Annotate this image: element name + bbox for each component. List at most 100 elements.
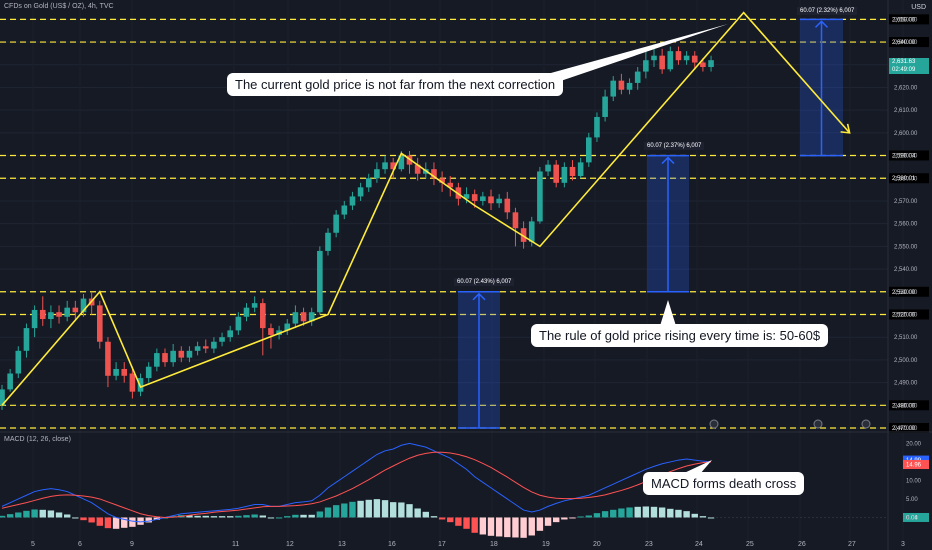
macd-histogram-bar — [398, 502, 405, 518]
candle-body — [211, 341, 217, 349]
candle-body — [15, 350, 22, 374]
macd-histogram-bar — [520, 517, 527, 538]
macd-histogram-bar — [544, 517, 552, 526]
time-tick-label: 19 — [542, 541, 550, 548]
level-label: 2,480.00 — [892, 403, 916, 409]
macd-histogram-bar — [585, 515, 592, 518]
candle-body — [618, 80, 625, 90]
currency-label[interactable]: USD — [911, 4, 926, 11]
macd-histogram-bar — [349, 501, 356, 518]
candle-body — [227, 330, 233, 338]
candle-body — [268, 328, 274, 335]
macd-histogram-bar — [561, 517, 568, 520]
zigzag-line — [1, 11, 851, 406]
macd-histogram-bar — [332, 505, 340, 518]
candle-body — [708, 60, 714, 68]
macd-histogram-bar — [455, 517, 462, 526]
macd-histogram-bar — [438, 517, 446, 520]
macd-pane: 14.9914.960.04 — [0, 442, 929, 538]
macd-histogram-bar — [308, 514, 315, 518]
price-tick-label: 2,520.00 — [894, 312, 918, 318]
macd-histogram-bar — [145, 517, 152, 523]
price-tick-label: 2,570.00 — [894, 199, 918, 205]
price-tick-label: 2,620.00 — [894, 85, 918, 91]
measure-arrow — [661, 156, 675, 292]
macd-histogram-bar — [72, 517, 79, 519]
macd-histogram-bar — [699, 516, 707, 518]
time-tick-label: 27 — [848, 541, 856, 548]
candle-body — [48, 312, 54, 320]
level-tag — [889, 423, 929, 433]
macd-histogram-bar — [23, 510, 30, 518]
macd-histogram-bar — [112, 517, 120, 529]
candle-body — [382, 162, 388, 170]
candle-body — [251, 303, 258, 308]
macd-histogram-bar — [121, 517, 128, 528]
macd-value-tag — [903, 460, 929, 470]
macd-histogram-bar — [55, 512, 63, 518]
candle-body — [7, 373, 13, 390]
candle-body — [480, 196, 486, 201]
macd-histogram-bar — [650, 506, 658, 518]
measure-label-2: 60.07 (2.37%) 6,007 — [644, 142, 705, 150]
level-tag — [889, 150, 929, 161]
macd-value-tag — [903, 512, 929, 522]
macd-histogram-bar — [341, 503, 348, 518]
time-tick-label: 26 — [798, 541, 806, 548]
macd-histogram-bar — [642, 506, 650, 518]
macd-histogram-bar — [471, 517, 478, 533]
candle-body — [431, 169, 437, 179]
annotation-current-price: The current gold price is not far from t… — [227, 73, 564, 96]
macd-histogram-bar — [210, 516, 218, 518]
macd-histogram-bar — [31, 509, 38, 518]
macd-histogram-bar — [463, 517, 470, 529]
level-tag — [889, 14, 929, 25]
candle-body — [586, 137, 592, 163]
macd-histogram-bar — [601, 511, 609, 518]
macd-histogram-bar — [406, 504, 413, 518]
level-tag — [889, 400, 929, 411]
candle-body — [178, 350, 185, 358]
candle-body — [186, 350, 193, 358]
level-label: 2,650.00 — [892, 17, 916, 23]
macd-histogram-bar — [479, 517, 487, 535]
macd-histogram-bar — [267, 517, 275, 519]
candle-body — [145, 366, 152, 379]
level-tag — [889, 173, 929, 184]
candle-body — [0, 389, 5, 406]
macd-histogram-bar — [504, 517, 511, 538]
candle-body — [194, 346, 201, 351]
candle-body — [202, 346, 209, 349]
measure-arrow — [472, 292, 486, 428]
macd-histogram-bar — [610, 509, 617, 518]
zigzag-arrowhead — [840, 123, 851, 134]
macd-histogram-bar — [626, 507, 633, 518]
measure-tools — [458, 18, 843, 429]
macd-value: 14.96 — [906, 463, 922, 469]
candle-body — [243, 307, 250, 317]
macd-histogram-bar — [275, 517, 283, 519]
macd-histogram-bar — [414, 508, 421, 518]
candle-body — [683, 55, 690, 61]
macd-histogram-bar — [422, 511, 429, 518]
macd-histogram-bar — [381, 500, 389, 518]
macd-histogram-bar — [15, 512, 22, 518]
macd-histogram-bar — [88, 517, 95, 523]
candle-body — [80, 298, 87, 313]
candle-body — [577, 162, 584, 176]
macd-histogram-bar — [528, 517, 535, 536]
candle-body — [569, 166, 576, 176]
macd-histogram-bar — [675, 509, 682, 518]
candle-body — [374, 169, 380, 179]
candle-body — [504, 198, 511, 213]
price-tick-label: 2,560.00 — [894, 222, 918, 228]
candle-body — [537, 171, 543, 222]
candle-body — [463, 194, 470, 199]
measure-label-1: 60.07 (2.43%) 6,007 — [454, 278, 515, 286]
candle-body — [512, 212, 519, 229]
candle-body — [97, 305, 103, 342]
event-marker — [813, 419, 823, 429]
annotation-macd: MACD forms death cross — [643, 472, 805, 495]
